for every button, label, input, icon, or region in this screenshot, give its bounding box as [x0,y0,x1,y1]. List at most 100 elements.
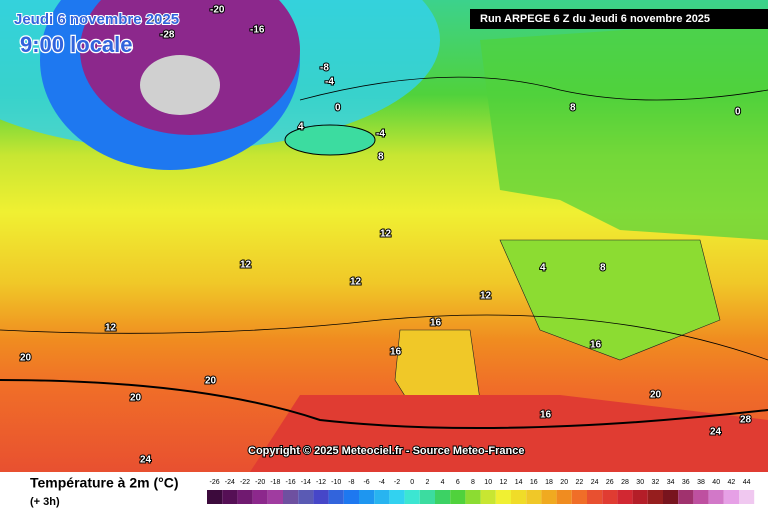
isotherm [0,314,768,361]
scale-label: 42 [728,479,736,486]
color-swatch [343,490,359,504]
color-swatch [647,490,663,504]
color-swatch [587,490,603,504]
isotherm [0,379,768,429]
color-swatch [541,490,557,504]
legend-subtitle: (+ 3h) [30,496,60,508]
legend-title: Température à 2m (°C) [30,475,179,491]
scale-label: 16 [530,479,538,486]
scale-label: 4 [441,479,445,486]
scale-label: 30 [636,479,644,486]
time-label: 9:00 locale [20,32,133,57]
contour-label: 16 [430,318,442,329]
contour-label: 12 [105,323,117,334]
contour-label: -8 [320,63,329,74]
contour-label: 16 [540,410,552,421]
scale-label: 2 [425,479,429,486]
color-swatch [495,490,511,504]
contour-label: 0 [735,107,741,118]
scale-label: -26 [210,479,220,486]
scale-label: 40 [712,479,720,486]
scale-label: 26 [606,479,614,486]
scale-label: 22 [576,479,584,486]
contour-label: 28 [740,415,752,426]
color-swatch [678,490,694,504]
color-swatch [663,490,679,504]
contour-label: 20 [205,376,217,387]
color-swatch [237,490,253,504]
contour-label: -28 [160,30,175,41]
scale-label: 32 [652,479,660,486]
contour-label: 16 [390,347,402,358]
color-swatch [480,490,496,504]
color-swatch [617,490,633,504]
greenland-peak [140,55,220,115]
contour-label: 20 [20,353,32,364]
color-swatch [435,490,451,504]
scale-label: 20 [560,479,568,486]
scale-label: -6 [363,479,369,486]
color-swatch [359,490,375,504]
color-swatch [404,490,420,504]
scale-label: 28 [621,479,629,486]
central-europe [499,239,721,361]
scale-label: -14 [301,479,311,486]
contour-label: 12 [350,277,362,288]
scale-label: 24 [591,479,599,486]
contour-label: 12 [240,260,252,271]
color-swatch [222,490,238,504]
color-swatch [556,490,572,504]
contour-label: 24 [710,427,722,438]
color-swatch [267,490,283,504]
contour-label: 20 [130,393,142,404]
color-swatch [571,490,587,504]
contour-label: 4 [540,263,546,274]
scale-label: 6 [456,479,460,486]
contour-label: 0 [335,103,341,114]
scale-label: 36 [682,479,690,486]
scale-label: 44 [743,479,751,486]
contour-label: 24 [140,455,152,466]
scale-label: -24 [225,479,235,486]
scale-label: -2 [394,479,400,486]
color-swatch [328,490,344,504]
contour-label: -4 [325,77,334,88]
scale-label: -4 [379,479,385,486]
scale-label: -20 [255,479,265,486]
color-swatch [693,490,709,504]
scandinavia [480,20,768,240]
contour-label: 12 [380,229,392,240]
color-swatch [632,490,648,504]
scale-label: -12 [316,479,326,486]
color-swatch [283,490,299,504]
scale-label: -16 [286,479,296,486]
iceland [284,124,376,156]
contour-label: -16 [250,25,265,36]
contour-label: 20 [650,390,662,401]
scale-label: -18 [270,479,280,486]
scale-label: 14 [515,479,523,486]
scale-label: 8 [471,479,475,486]
scale-label: -8 [348,479,354,486]
scale-label: 18 [545,479,553,486]
scale-label: -22 [240,479,250,486]
contour-label: -4 [376,129,385,140]
scale-label: 12 [500,479,508,486]
contour-label: 8 [600,263,606,274]
color-swatch [419,490,435,504]
contour-label: 8 [570,103,576,114]
date-label: Jeudi 6 novembre 2025 [14,11,179,28]
contour-label: -20 [210,5,225,16]
run-label: Run ARPEGE 6 Z du Jeudi 6 novembre 2025 [480,13,710,25]
scale-label: -10 [331,479,341,486]
contour-label: 4 [298,122,304,133]
run-box [470,9,768,29]
contour-label: 8 [378,152,384,163]
color-swatch [298,490,314,504]
isotherm [299,76,768,101]
color-swatch [526,490,542,504]
scale-label: 38 [697,479,705,486]
color-swatch [465,490,481,504]
color-swatch [723,490,739,504]
